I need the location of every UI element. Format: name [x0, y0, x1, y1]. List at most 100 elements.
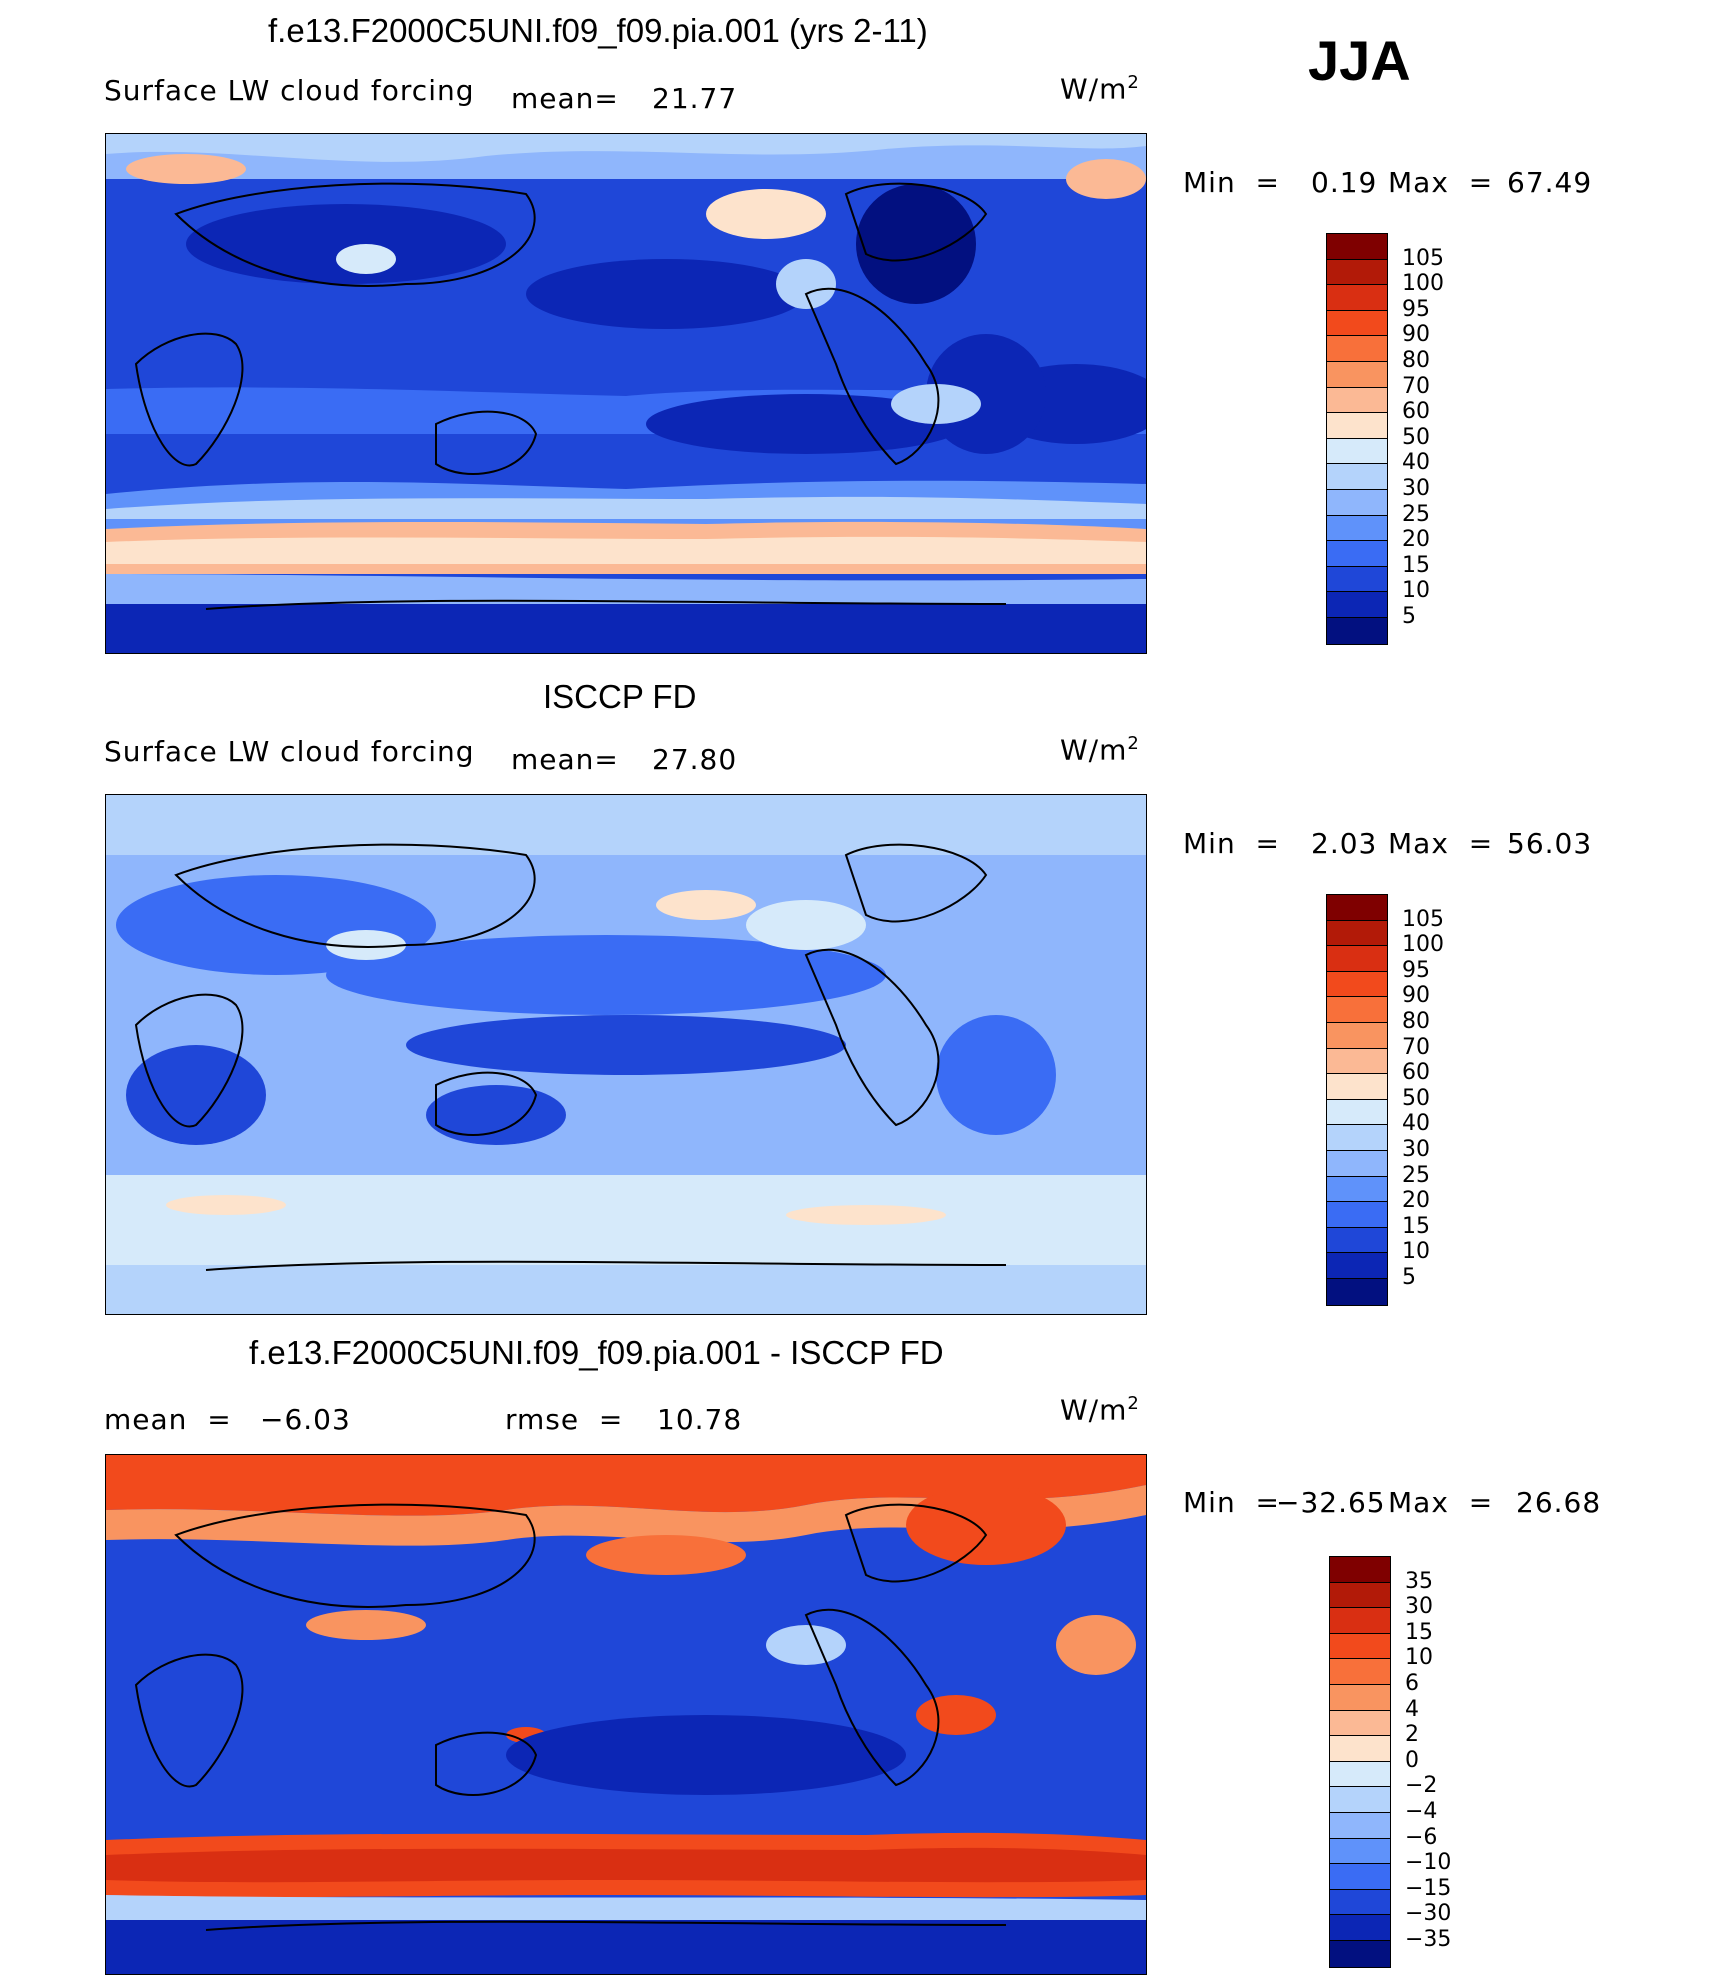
panel1-mean-value: 21.77 — [652, 82, 738, 115]
panel3-units: W/m2 — [1060, 1393, 1140, 1426]
panel2-mean-label: mean= — [511, 743, 619, 776]
panel3-min-label: Min = — [1183, 1486, 1280, 1519]
colorbar-tick-label: −35 — [1405, 1927, 1452, 1952]
sepacific-light — [891, 384, 981, 424]
units-text: W/m — [1060, 733, 1128, 767]
canada-warm — [906, 1485, 1066, 1565]
colorbar-cell — [1327, 997, 1387, 1023]
colorbar-cell — [1327, 310, 1387, 337]
pacific-band — [326, 935, 886, 1015]
colorbar-tick-label: 80 — [1402, 1009, 1430, 1034]
colorbar-tick-label: 90 — [1402, 983, 1430, 1009]
panel3-rmse-value: 10.78 — [657, 1403, 743, 1436]
colorbar-cell — [1327, 566, 1387, 593]
season-label: JJA — [1308, 29, 1411, 92]
greenland-sea-warm — [1066, 159, 1146, 199]
colorbar-cell — [1330, 1659, 1390, 1685]
panel3-map-svg — [106, 1455, 1146, 1974]
colorbar-tick-label: 70 — [1402, 1034, 1430, 1060]
colorbar-tick-label: −30 — [1405, 1901, 1452, 1927]
colorbar-tick-label: 15 — [1402, 552, 1430, 578]
panel3-map — [105, 1454, 1147, 1975]
pacific-deep — [506, 1715, 906, 1795]
southern-warm-1 — [166, 1195, 286, 1215]
npacific-light — [776, 259, 836, 309]
colorbar-tick-label: 70 — [1402, 373, 1430, 399]
coastlines-3 — [134, 1503, 1007, 1931]
colorbar-cells — [1326, 894, 1388, 1306]
colorbar-cell — [1330, 1608, 1390, 1634]
colorbar-tick-label: 30 — [1402, 1137, 1430, 1162]
npacific-light — [746, 900, 866, 950]
colorbar-tick-label: 4 — [1405, 1696, 1419, 1722]
colorbar-cell — [1330, 1915, 1390, 1941]
colorbar-cell — [1330, 1710, 1390, 1737]
colorbar-tick-label: 5 — [1402, 1265, 1416, 1290]
colorbar-tick-label: 5 — [1402, 604, 1416, 629]
colorbar-tick-label: 6 — [1405, 1671, 1419, 1696]
colorbar-tick-label: 2 — [1405, 1722, 1419, 1748]
panel1-variable: Surface LW cloud forcing — [104, 74, 475, 107]
colorbar-cell — [1327, 920, 1387, 947]
colorbar-cell — [1330, 1557, 1390, 1583]
colorbar-cells — [1329, 1556, 1391, 1968]
colorbar-cell — [1330, 1889, 1390, 1916]
panel2-map — [105, 794, 1147, 1315]
panel3-rmse-label: rmse = — [505, 1403, 624, 1436]
panel2-title: ISCCP FD — [543, 678, 697, 715]
colorbar-cell — [1327, 541, 1387, 567]
panel1-max-label: Max = — [1388, 166, 1494, 199]
colorbar-tick-label: −2 — [1405, 1773, 1438, 1799]
samerica-deep — [926, 334, 1046, 454]
colorbar-tick-label: 50 — [1402, 1085, 1430, 1111]
colorbar-cell — [1327, 1227, 1387, 1254]
units-sup: 2 — [1127, 1393, 1140, 1414]
colorbar-cell — [1330, 1812, 1390, 1839]
colorbar-cell — [1330, 1684, 1390, 1711]
colorbar-cell — [1327, 1048, 1387, 1075]
eurasia-region — [116, 875, 436, 975]
tibet-light — [326, 930, 406, 960]
panel1-max-value: 67.49 — [1507, 166, 1593, 199]
colorbar-tick-label: −6 — [1405, 1824, 1438, 1850]
samerica-warm — [916, 1695, 996, 1735]
colorbar-tick-label: 25 — [1402, 501, 1430, 527]
arctic-band — [106, 795, 1146, 855]
namerica-deep — [856, 184, 976, 304]
colorbar-tick-label: 30 — [1405, 1594, 1433, 1620]
colorbar-tick-label: 60 — [1402, 399, 1430, 425]
colorbar-cell — [1327, 1278, 1387, 1305]
units-sup: 2 — [1127, 733, 1140, 754]
panel2-mean-value: 27.80 — [652, 743, 738, 776]
colorbar-cell — [1330, 1864, 1390, 1890]
npacific-light — [766, 1625, 846, 1665]
southern-warm-2 — [786, 1205, 946, 1225]
panel1-min-label: Min = — [1183, 166, 1280, 199]
colorbar-cell — [1327, 413, 1387, 439]
panel2-variable: Surface LW cloud forcing — [104, 735, 475, 768]
colorbar-cell — [1327, 234, 1387, 260]
units-sup: 2 — [1127, 72, 1140, 93]
colorbar-tick-label: 95 — [1402, 957, 1430, 983]
colorbar-tick-label: 80 — [1402, 348, 1430, 373]
panel1-min-value: 0.19 — [1311, 166, 1378, 199]
coastlines-1 — [134, 182, 1007, 610]
colorbar-tick-label: 100 — [1402, 932, 1444, 958]
colorbar-cell — [1327, 895, 1387, 921]
antarctic-band — [106, 1920, 1146, 1974]
pacific-deep — [406, 1015, 846, 1075]
panel1-mean-label: mean= — [511, 82, 619, 115]
barents-warm — [126, 154, 246, 184]
colorbar-cell — [1327, 489, 1387, 516]
colorbar-cell — [1327, 259, 1387, 286]
colorbar-tick-label: 20 — [1402, 527, 1430, 553]
colorbar-tick-label: −15 — [1405, 1875, 1452, 1901]
colorbar-tick-label: 50 — [1402, 424, 1430, 450]
colorbar-cell — [1330, 1838, 1390, 1865]
southern-band-warm-light — [106, 536, 1146, 564]
africa-region — [126, 1045, 266, 1145]
pacific-deep-2 — [646, 394, 966, 454]
colorbar-tick-label: 105 — [1402, 906, 1444, 932]
colorbar-tick-label: 35 — [1405, 1568, 1433, 1594]
colorbar-cell — [1327, 1253, 1387, 1279]
